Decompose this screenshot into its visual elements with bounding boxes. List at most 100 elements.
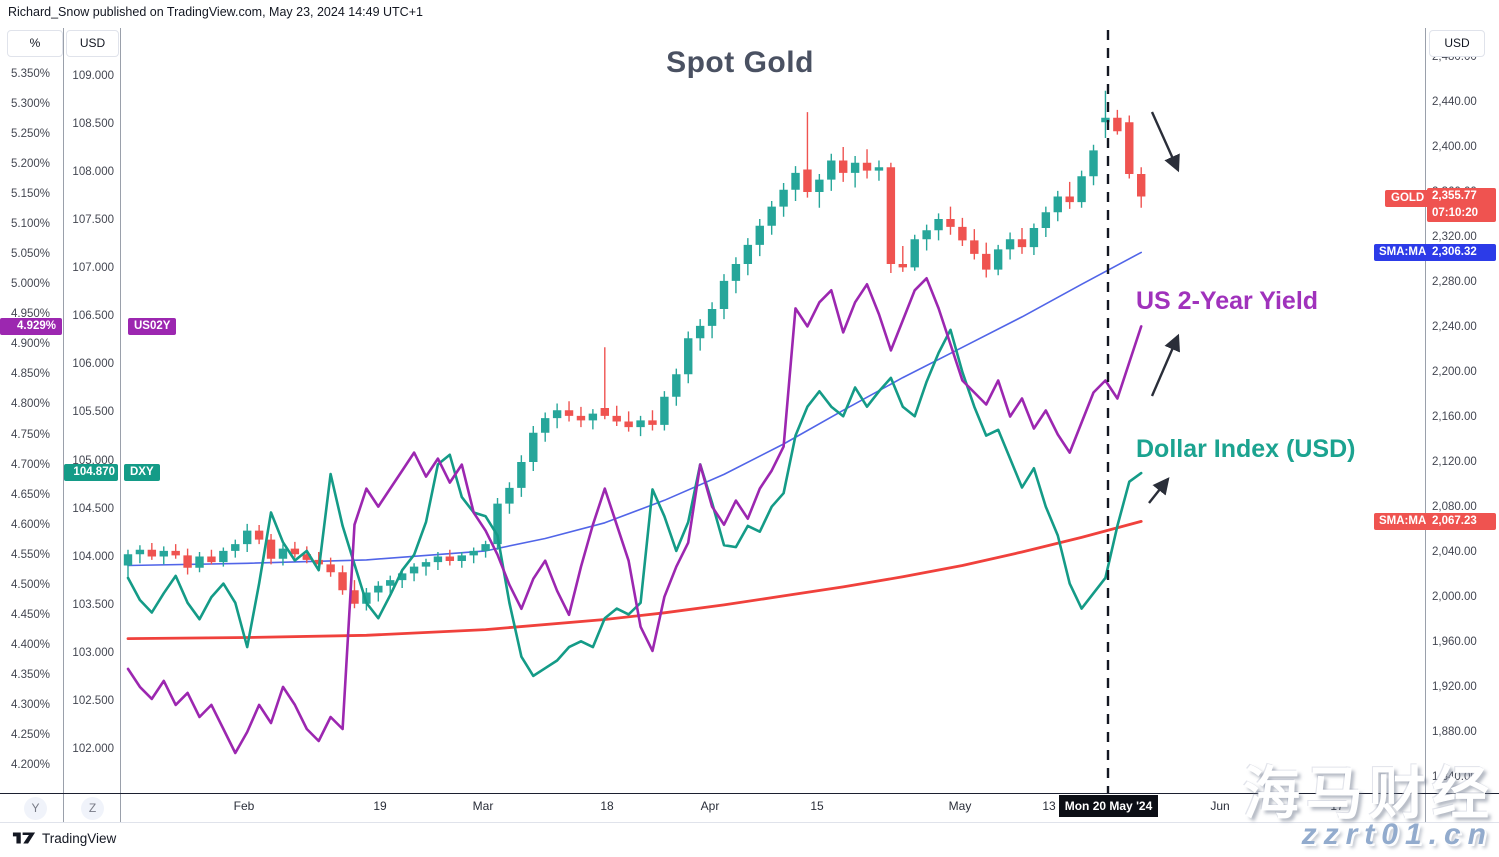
dxy-series-tag: DXY (124, 464, 160, 481)
axis-separator (1425, 28, 1426, 822)
date-tick: 13 (1042, 799, 1056, 813)
usd-axis-tick: 107.500 (72, 214, 114, 227)
gold-axis-tick: 1,920.00 (1432, 681, 1477, 693)
gold-series-tag: GOLD (1385, 190, 1431, 207)
left-percent-axis[interactable]: 5.350% 5.300% 5.250% 5.200% 5.150% 5.100% 5.05… (0, 0, 56, 857)
tradingview-logo-icon (12, 832, 36, 844)
usd-axis-tick: 103.000 (72, 646, 114, 659)
gold-axis-tick: 2,440.00 (1432, 96, 1477, 108)
gold-axis-tick: 1,960.00 (1432, 636, 1477, 648)
candlestick-series[interactable] (123, 90, 1146, 611)
gold-price-badge: 2,355.77 07:10:20 (1427, 188, 1496, 222)
chart-title: Spot Gold (666, 46, 814, 79)
gold-axis-tick: 2,120.00 (1432, 456, 1477, 468)
date-tick: Apr (700, 799, 720, 813)
percent-axis-tick: 4.300% (10, 698, 50, 711)
gold-axis-tick: 2,160.00 (1432, 411, 1477, 423)
annotation-arrows[interactable] (1148, 111, 1180, 504)
percent-axis-tick: 4.400% (10, 638, 50, 651)
gold-axis-tick: 2,200.00 (1432, 366, 1477, 378)
sma-fast-line[interactable] (127, 251, 1142, 567)
left-usd-axis-unit-button[interactable]: USD (66, 30, 119, 57)
percent-axis-tick: 4.700% (10, 458, 50, 471)
date-tick: Feb (233, 799, 255, 813)
gold-axis-tick: 1,840.00 (1432, 771, 1477, 783)
usd-axis-tick: 104.000 (72, 550, 114, 563)
gold-last-price: 2,355.77 (1432, 190, 1477, 202)
date-tick: 19 (373, 799, 387, 813)
us02y-axis-value-badge: 4.929% (0, 318, 62, 335)
usd-axis-tick: 109.000 (72, 70, 114, 82)
us2y-annotation-label[interactable]: US 2-Year Yield (1136, 287, 1319, 315)
usd-axis-tick: 105.000 (72, 454, 114, 467)
percent-axis-tick: 5.150% (10, 188, 50, 201)
watermark-url: zzrt01.cn (1301, 818, 1493, 851)
sma-fast-value-badge: 2,306.32 (1427, 244, 1496, 261)
time-axis-border (0, 793, 1499, 794)
percent-axis-tick: 4.200% (10, 759, 50, 772)
percent-axis-tick: 5.350% (10, 68, 50, 80)
date-tick: May (948, 799, 972, 813)
percent-axis-tick: 4.850% (10, 368, 50, 381)
percent-axis-tick: 4.450% (10, 608, 50, 621)
usd-axis-tick: 106.000 (72, 358, 114, 371)
percent-axis-tick: 4.500% (10, 578, 50, 591)
percent-axis-unit-button[interactable]: % (7, 30, 63, 57)
gold-axis-tick: 2,280.00 (1432, 276, 1477, 288)
footer-border (0, 822, 1499, 823)
percent-axis-tick: 5.250% (10, 128, 50, 141)
z-axis-mode-button[interactable]: Z (81, 797, 104, 820)
tradingview-logo[interactable]: TradingView (12, 830, 116, 846)
gold-axis-tick: 2,400.00 (1432, 141, 1477, 153)
gold-axis-tick: 2,040.00 (1432, 546, 1477, 558)
us02y-series-tag: US02Y (128, 318, 177, 335)
usd-axis-tick: 104.500 (72, 502, 114, 515)
gold-axis-tick: 2,320.00 (1432, 231, 1477, 243)
date-tick: 15 (810, 799, 824, 813)
percent-axis-tick: 4.750% (10, 428, 50, 441)
dxy-line[interactable] (126, 328, 1143, 678)
tradingview-brand-text: TradingView (42, 830, 117, 846)
gold-axis-tick: 2,000.00 (1432, 591, 1477, 603)
y-axis-mode-button[interactable]: Y (24, 797, 47, 820)
percent-axis-tick: 4.650% (10, 488, 50, 501)
percent-axis-tick: 4.900% (10, 338, 50, 351)
percent-axis-tick: 4.600% (10, 518, 50, 531)
usd-axis-tick: 105.500 (72, 406, 114, 419)
date-tick: 18 (600, 799, 614, 813)
percent-axis-tick: 5.200% (10, 158, 50, 171)
left-usd-axis[interactable]: 109.000 108.500 108.000 107.500 107.000 106.5… (64, 0, 116, 857)
usd-axis-tick: 108.000 (72, 166, 114, 179)
us02y-line[interactable] (126, 276, 1143, 755)
percent-axis-tick: 4.550% (10, 548, 50, 561)
date-tick: 17 (1330, 799, 1344, 813)
percent-axis-tick: 5.100% (10, 218, 50, 231)
percent-axis-tick: 5.000% (10, 278, 50, 291)
axis-separator (63, 28, 64, 822)
gold-axis-tick: 1,880.00 (1432, 726, 1477, 738)
watermark-cjk: 海马财经 (1243, 762, 1495, 826)
percent-axis-tick: 5.050% (10, 248, 50, 261)
right-usd-axis-unit-button[interactable]: USD (1429, 30, 1485, 57)
crosshair-date-badge: Mon 20 May '24 (1059, 795, 1158, 817)
percent-axis-tick: 4.350% (10, 668, 50, 681)
sma-slow-value-badge: 2,067.23 (1427, 513, 1496, 530)
usd-axis-tick: 108.500 (72, 118, 114, 131)
usd-axis-tick: 107.000 (72, 262, 114, 275)
gold-axis-tick: 2,240.00 (1432, 321, 1477, 333)
dxy-axis-value-badge: 104.870 (64, 464, 118, 481)
usd-axis-tick: 106.500 (72, 310, 114, 323)
date-tick: Jun (1210, 799, 1230, 813)
percent-axis-tick: 5.300% (10, 98, 50, 111)
usd-axis-tick: 102.500 (72, 694, 114, 707)
percent-axis-tick: 4.250% (10, 728, 50, 741)
gold-bar-countdown: 07:10:20 (1432, 207, 1479, 219)
gold-axis-tick: 2,080.00 (1432, 501, 1477, 513)
dxy-annotation-label[interactable]: Dollar Index (USD) (1136, 435, 1356, 463)
axis-separator (120, 28, 121, 822)
sma-slow-line[interactable] (126, 520, 1143, 640)
percent-axis-tick: 4.800% (10, 398, 50, 411)
